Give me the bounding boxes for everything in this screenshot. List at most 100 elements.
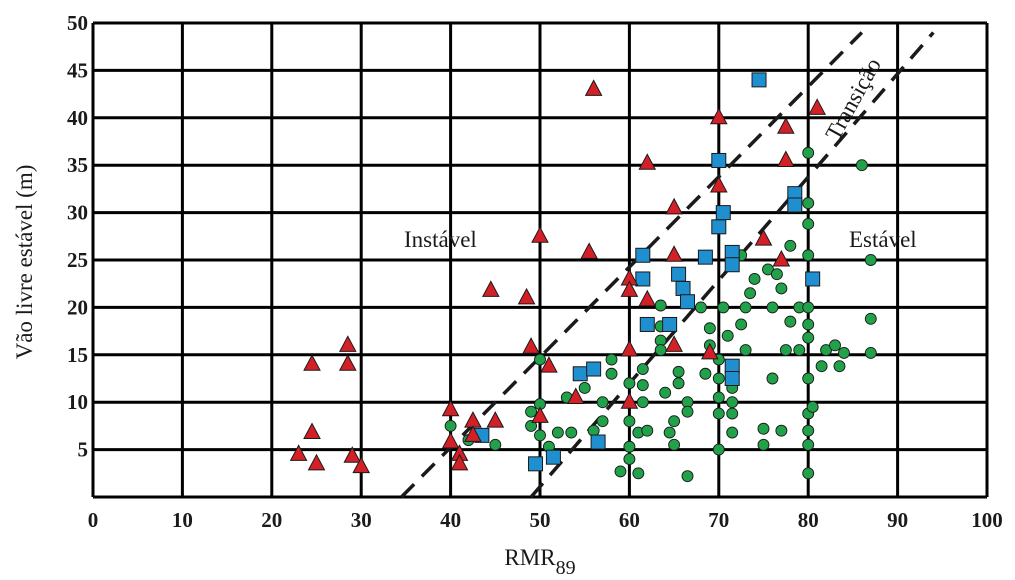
circle-marker — [699, 367, 712, 380]
circle-marker — [744, 287, 757, 300]
circle-marker — [806, 400, 819, 413]
circle-marker — [654, 299, 667, 312]
triangle-marker — [531, 406, 549, 423]
x-tick-label: 50 — [530, 508, 551, 532]
x-tick-label: 30 — [351, 508, 372, 532]
circle-marker — [703, 322, 716, 335]
circle-marker — [623, 415, 636, 428]
circle-marker — [793, 344, 806, 357]
circle-marker — [668, 438, 681, 451]
y-tick-label: 40 — [67, 106, 88, 130]
x-tick-label: 70 — [708, 508, 729, 532]
circle-marker — [784, 315, 797, 328]
circle-marker — [833, 360, 846, 373]
y-tick-label: 45 — [67, 58, 88, 82]
circle-marker — [775, 282, 788, 295]
circle-marker — [726, 426, 739, 439]
triangle-marker — [352, 456, 371, 474]
x-tick-label: 90 — [887, 508, 908, 532]
circle-marker — [444, 419, 457, 432]
triangle-marker — [486, 411, 505, 428]
square-marker — [590, 434, 606, 450]
y-tick-label: 30 — [67, 201, 88, 225]
triangle-marker — [580, 242, 599, 259]
triangle-marker — [709, 175, 728, 193]
y-axis-label: Vão livre estável (m) — [12, 165, 37, 360]
triangle-marker — [338, 335, 357, 352]
circle-marker — [757, 438, 770, 451]
triangle-marker — [620, 280, 639, 297]
square-marker — [635, 247, 651, 263]
circle-marker — [632, 467, 645, 480]
triangle-marker — [620, 339, 639, 357]
square-marker — [711, 219, 727, 235]
x-tick-label: 0 — [88, 508, 99, 532]
stable-region-label: Estável — [849, 227, 917, 252]
square-marker — [572, 366, 588, 382]
x-tick-label: 20 — [261, 508, 282, 532]
circle-marker — [712, 407, 725, 420]
x-tick-label: 10 — [172, 508, 193, 532]
x-tick-label: 40 — [440, 508, 461, 532]
square-marker — [724, 257, 740, 273]
square-marker — [680, 294, 696, 310]
triangle-marker — [338, 354, 357, 371]
circle-marker — [784, 239, 797, 252]
triangle-marker — [638, 153, 657, 170]
circle-marker — [712, 391, 725, 404]
circle-marker — [712, 372, 725, 385]
triangle-marker — [638, 289, 657, 307]
square-marker — [671, 266, 687, 282]
circle-marker — [735, 318, 748, 331]
circle-marker — [587, 424, 600, 437]
circle-marker — [864, 312, 877, 325]
circle-marker — [551, 426, 564, 439]
circle-marker — [623, 453, 636, 466]
circle-marker — [659, 386, 672, 399]
circle-marker — [534, 429, 546, 442]
boundary-dashed-line — [400, 31, 864, 499]
tick-labels: 0 10 20 30 40 50 60 70 80 90 100 5 10 15 20 25 30 35 40 45 5… — [67, 11, 1003, 532]
square-marker — [697, 249, 713, 265]
circle-marker — [596, 396, 609, 409]
y-tick-label: 50 — [67, 11, 88, 35]
triangle-marker — [441, 431, 460, 449]
circle-marker — [802, 331, 815, 344]
triangle-marker — [464, 411, 482, 428]
data-markers — [289, 72, 877, 483]
circle-marker — [605, 353, 618, 366]
square-marker — [662, 316, 678, 332]
circle-marker — [757, 422, 770, 435]
circle-marker — [770, 268, 783, 281]
triangle-marker — [777, 150, 795, 167]
square-marker — [751, 72, 767, 88]
square-marker — [639, 316, 655, 332]
circle-marker — [802, 146, 815, 159]
circle-marker — [489, 438, 502, 451]
circle-marker — [596, 415, 609, 428]
circle-marker — [578, 382, 591, 394]
circle-marker — [766, 301, 779, 314]
square-marker — [635, 271, 651, 287]
circle-marker — [654, 344, 667, 357]
circle-marker — [721, 329, 734, 342]
circle-marker — [694, 301, 707, 314]
circle-marker — [663, 426, 676, 439]
square-marker — [715, 205, 731, 221]
circle-marker — [534, 353, 546, 366]
y-tick-label: 5 — [78, 438, 89, 462]
triangle-marker — [517, 287, 536, 305]
circle-marker — [802, 318, 815, 331]
x-tick-label: 100 — [971, 508, 1003, 532]
y-tick-label: 35 — [67, 153, 88, 177]
circle-marker — [623, 377, 636, 390]
triangle-marker — [665, 197, 683, 215]
circle-marker — [739, 301, 752, 314]
circle-marker — [726, 407, 739, 420]
circle-marker — [668, 415, 681, 428]
triangle-marker — [303, 422, 321, 440]
x-axis-label-subscript: 89 — [556, 557, 576, 579]
circle-marker — [712, 443, 725, 456]
circle-marker — [838, 346, 850, 359]
circle-marker — [802, 197, 815, 210]
